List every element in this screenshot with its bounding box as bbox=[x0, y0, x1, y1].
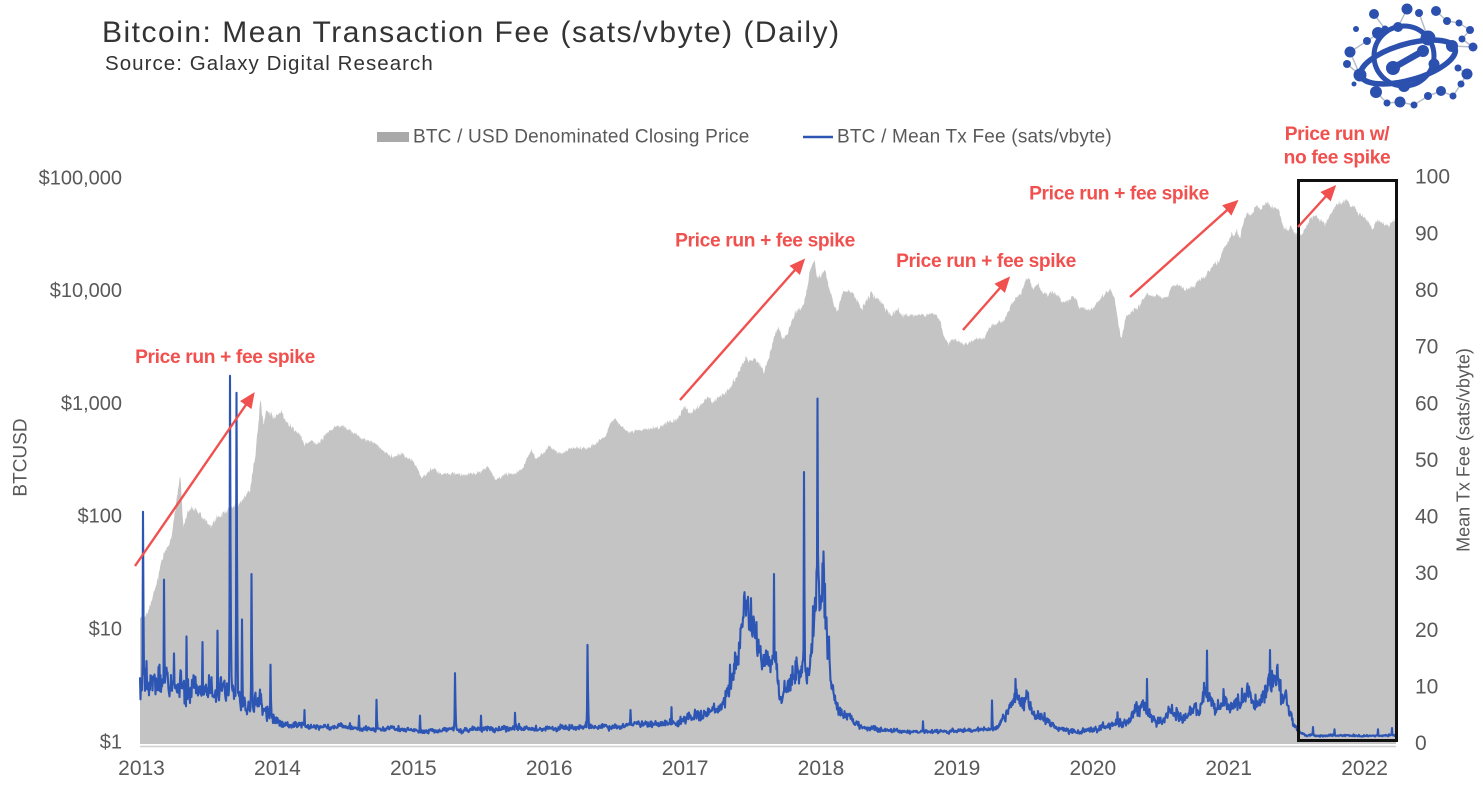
svg-text:2022: 2022 bbox=[1341, 757, 1388, 780]
svg-text:BTCUSD: BTCUSD bbox=[11, 418, 32, 496]
svg-text:$100: $100 bbox=[78, 506, 123, 528]
svg-text:Mean Tx Fee (sats/vbyte): Mean Tx Fee (sats/vbyte) bbox=[1454, 348, 1474, 552]
svg-text:2018: 2018 bbox=[798, 757, 845, 780]
svg-text:2020: 2020 bbox=[1069, 757, 1116, 780]
svg-text:BTC / USD Denominated Closing: BTC / USD Denominated Closing Price bbox=[413, 127, 749, 148]
svg-text:50: 50 bbox=[1415, 449, 1438, 472]
svg-text:10: 10 bbox=[1415, 676, 1438, 699]
svg-text:2014: 2014 bbox=[254, 757, 301, 780]
svg-text:Price run + fee spike: Price run + fee spike bbox=[1029, 184, 1210, 205]
svg-text:70: 70 bbox=[1415, 336, 1438, 359]
svg-text:2013: 2013 bbox=[118, 757, 165, 780]
svg-text:BTC / Mean Tx Fee (sats/vbyte): BTC / Mean Tx Fee (sats/vbyte) bbox=[837, 127, 1112, 148]
svg-text:40: 40 bbox=[1415, 506, 1438, 529]
svg-text:80: 80 bbox=[1415, 279, 1438, 302]
svg-text:$100,000: $100,000 bbox=[39, 167, 122, 189]
svg-text:2017: 2017 bbox=[662, 757, 709, 780]
svg-text:Price run + fee spike: Price run + fee spike bbox=[675, 231, 856, 252]
svg-text:2016: 2016 bbox=[526, 757, 573, 780]
svg-text:2015: 2015 bbox=[390, 757, 437, 780]
svg-text:2019: 2019 bbox=[934, 757, 981, 780]
svg-text:2021: 2021 bbox=[1205, 757, 1252, 780]
svg-text:Source: Galaxy Digital Researc: Source: Galaxy Digital Research bbox=[105, 52, 434, 75]
svg-text:60: 60 bbox=[1415, 392, 1438, 415]
svg-text:Price run w/: Price run w/ bbox=[1285, 124, 1391, 145]
svg-text:Price run + fee spike: Price run + fee spike bbox=[135, 347, 316, 368]
svg-text:$1,000: $1,000 bbox=[61, 393, 122, 415]
svg-text:100: 100 bbox=[1415, 166, 1450, 189]
svg-text:Bitcoin: Mean Transaction Fee: Bitcoin: Mean Transaction Fee (sats/vbyt… bbox=[102, 16, 841, 49]
svg-text:0: 0 bbox=[1415, 732, 1427, 755]
svg-text:$1: $1 bbox=[100, 731, 122, 753]
svg-text:no fee spike: no fee spike bbox=[1284, 148, 1391, 169]
svg-text:90: 90 bbox=[1415, 222, 1438, 245]
svg-text:$10: $10 bbox=[89, 619, 122, 641]
svg-text:Price run + fee spike: Price run + fee spike bbox=[896, 251, 1077, 272]
svg-text:20: 20 bbox=[1415, 619, 1438, 642]
svg-text:30: 30 bbox=[1415, 562, 1438, 585]
svg-text:$10,000: $10,000 bbox=[50, 280, 122, 302]
